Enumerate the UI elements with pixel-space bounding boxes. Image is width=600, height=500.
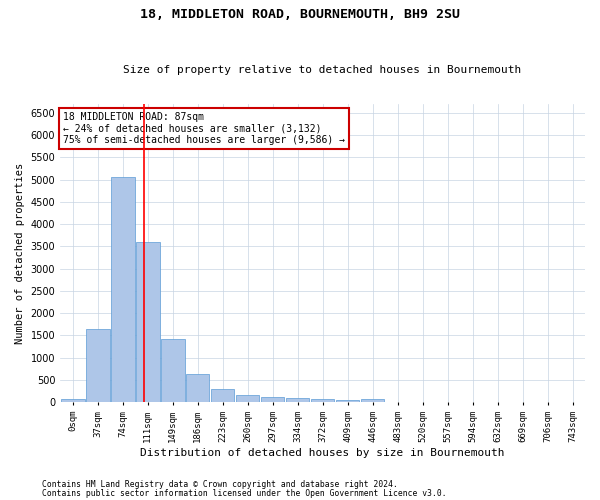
- Bar: [336, 400, 359, 402]
- Bar: [236, 395, 259, 402]
- Bar: [136, 242, 160, 402]
- Text: 18, MIDDLETON ROAD, BOURNEMOUTH, BH9 2SU: 18, MIDDLETON ROAD, BOURNEMOUTH, BH9 2SU: [140, 8, 460, 20]
- Bar: [261, 397, 284, 402]
- Title: Size of property relative to detached houses in Bournemouth: Size of property relative to detached ho…: [124, 66, 522, 76]
- Text: Contains public sector information licensed under the Open Government Licence v3: Contains public sector information licen…: [42, 488, 446, 498]
- Bar: [111, 176, 134, 402]
- Bar: [86, 328, 110, 402]
- Bar: [186, 374, 209, 402]
- Text: 18 MIDDLETON ROAD: 87sqm
← 24% of detached houses are smaller (3,132)
75% of sem: 18 MIDDLETON ROAD: 87sqm ← 24% of detach…: [63, 112, 345, 144]
- Bar: [361, 399, 385, 402]
- Bar: [286, 398, 310, 402]
- Bar: [311, 400, 334, 402]
- Text: Contains HM Land Registry data © Crown copyright and database right 2024.: Contains HM Land Registry data © Crown c…: [42, 480, 398, 489]
- Y-axis label: Number of detached properties: Number of detached properties: [15, 162, 25, 344]
- Bar: [161, 339, 185, 402]
- X-axis label: Distribution of detached houses by size in Bournemouth: Distribution of detached houses by size …: [140, 448, 505, 458]
- Bar: [61, 398, 85, 402]
- Bar: [211, 388, 235, 402]
